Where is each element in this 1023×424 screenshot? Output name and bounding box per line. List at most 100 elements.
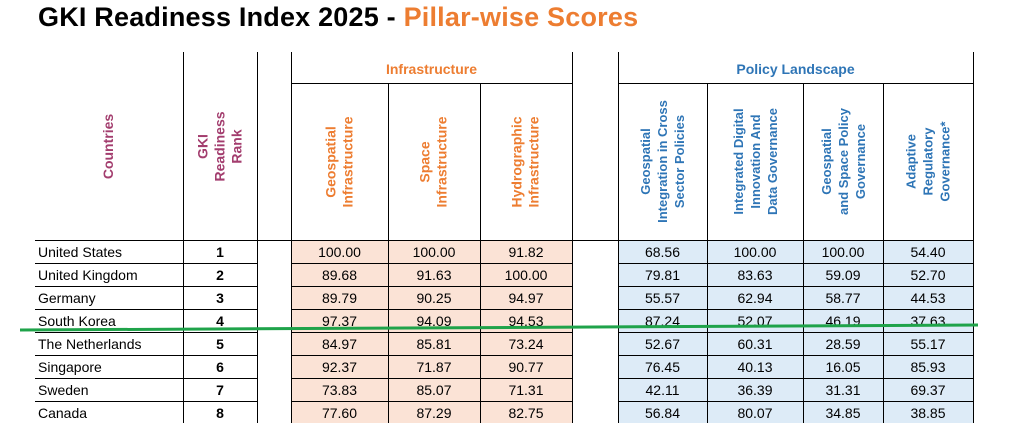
grid-line [803, 83, 804, 423]
rank: 7 [216, 381, 224, 398]
grid-line [618, 286, 974, 287]
infrastructure-data-bg [291, 240, 572, 423]
space-infra-score: 85.07 [416, 381, 452, 398]
grid-line [35, 309, 183, 310]
grid-line [35, 263, 183, 264]
space-infra-score: 85.81 [416, 335, 452, 352]
grid-line [572, 52, 573, 423]
hydrographic-infra-score: 90.77 [508, 358, 544, 375]
geo-integration-score: 42.11 [645, 381, 680, 398]
adaptive-regulatory-score: 85.93 [910, 358, 946, 375]
space-infra-score: 90.25 [416, 289, 452, 306]
grid-line [291, 286, 573, 287]
rank: 4 [216, 312, 224, 329]
country-name: The Netherlands [38, 335, 142, 352]
grid-line [183, 378, 257, 379]
digital-innovation-score: 36.39 [737, 381, 773, 398]
country-name: Sweden [38, 381, 89, 398]
hydrographic-infra-score: 94.97 [508, 289, 544, 306]
grid-line [183, 52, 184, 423]
adaptive-regulatory-score: 69.37 [910, 381, 946, 398]
country-name: United Kingdom [38, 266, 138, 283]
geo-integration-score: 87.24 [644, 312, 681, 329]
digital-innovation-score: 40.13 [737, 358, 773, 375]
adaptive-regulatory-score: 55.17 [910, 335, 946, 352]
country-name: Germany [38, 289, 96, 306]
geospatial-infra-score: 77.60 [321, 404, 358, 421]
grid-line [35, 240, 974, 241]
geospatial-infra-score: 92.37 [321, 358, 358, 375]
geo-integration-score: 76.45 [644, 358, 681, 375]
grid-line [35, 355, 183, 356]
hydrographic-infra-score: 94.53 [508, 312, 544, 329]
rank: 1 [216, 243, 224, 260]
grid-line [618, 52, 619, 423]
hydrographic-infra-score: 73.24 [508, 335, 544, 352]
country-name: South Korea [38, 312, 116, 329]
digital-innovation-score: 62.94 [737, 289, 773, 306]
space-infra-score: 91.63 [416, 266, 452, 283]
geospatial-infra-score: 73.83 [321, 381, 358, 398]
adaptive-regulatory-score: 54.40 [910, 243, 946, 260]
rank: 6 [216, 358, 224, 375]
grid-line [973, 52, 974, 423]
hydrographic-infra-score: 91.82 [508, 243, 544, 260]
geo-space-policy-score: 31.31 [825, 381, 861, 398]
grid-line [618, 401, 974, 402]
space-infra-score: 94.09 [416, 312, 452, 329]
geo-integration-score: 68.56 [644, 243, 681, 260]
country-name: Singapore [38, 358, 102, 375]
grid-line [183, 263, 257, 264]
grid-line [183, 309, 257, 310]
grid-line [618, 332, 974, 333]
grid-line [257, 52, 258, 423]
geospatial-infra-score: 97.37 [321, 312, 358, 329]
grid-line [618, 83, 974, 84]
geo-integration-score: 52.67 [644, 335, 681, 352]
geo-space-policy-score: 58.77 [825, 289, 861, 306]
geospatial-infra-score: 89.79 [321, 289, 358, 306]
grid-line [291, 309, 573, 310]
grid-line [183, 355, 257, 356]
adaptive-regulatory-score: 52.70 [910, 266, 946, 283]
geospatial-infra-score: 84.97 [321, 335, 358, 352]
geo-space-policy-score: 59.09 [825, 266, 861, 283]
rank: 8 [216, 404, 224, 421]
group-policy-landscape: Policy Landscape [736, 61, 855, 77]
grid-line [183, 401, 257, 402]
grid-line [35, 401, 183, 402]
country-name: Canada [38, 404, 88, 421]
grid-line [618, 355, 974, 356]
policy-data-bg [618, 240, 973, 423]
space-infra-score: 100.00 [412, 243, 456, 260]
grid-line [291, 52, 292, 423]
grid-line [291, 263, 573, 264]
grid-line [618, 378, 974, 379]
geospatial-infra-score: 100.00 [318, 243, 361, 260]
grid-line [35, 286, 183, 287]
grid-line [35, 332, 183, 333]
space-infra-score: 71.87 [416, 358, 452, 375]
digital-innovation-score: 100.00 [733, 243, 777, 260]
digital-innovation-score: 83.63 [737, 266, 773, 283]
country-name: United States [38, 243, 123, 260]
grid-line [291, 355, 573, 356]
hydrographic-infra-score: 100.00 [504, 266, 548, 283]
geo-space-policy-score: 34.85 [825, 404, 861, 421]
grid-line [618, 309, 974, 310]
grid-line [183, 332, 257, 333]
grid-line [480, 83, 481, 423]
geo-space-policy-score: 100.00 [821, 243, 865, 260]
rank: 2 [216, 266, 224, 283]
rank: 5 [216, 335, 224, 352]
grid-line [707, 83, 708, 423]
title-subtitle: Pillar-wise Scores [403, 2, 639, 32]
title-main: GKI Readiness Index 2025 - [38, 2, 396, 32]
geospatial-infra-score: 89.68 [321, 266, 358, 283]
adaptive-regulatory-score: 44.53 [910, 289, 946, 306]
hydrographic-infra-score: 71.31 [508, 381, 544, 398]
grid-line [183, 286, 257, 287]
geo-integration-score: 56.84 [644, 404, 681, 421]
